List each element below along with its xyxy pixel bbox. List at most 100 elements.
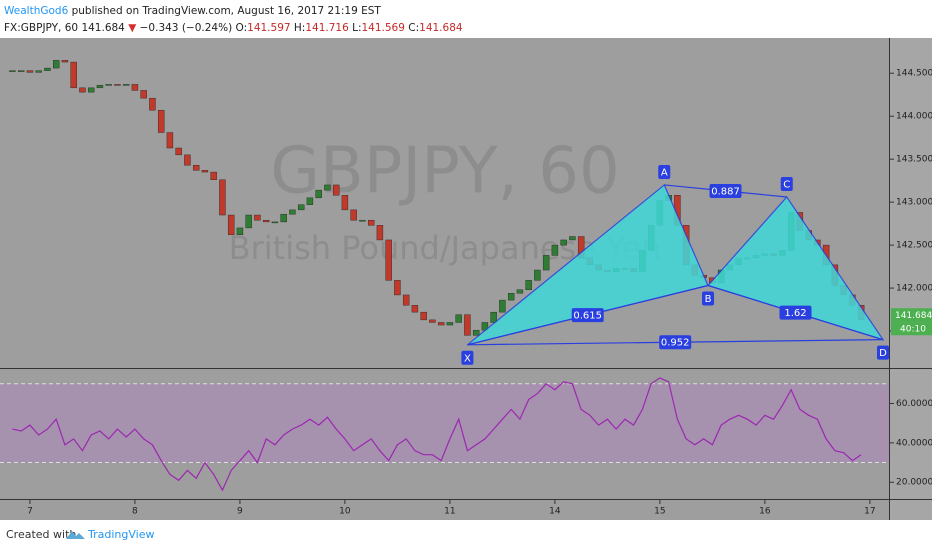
candle: [446, 322, 454, 326]
candle: [306, 197, 314, 205]
candle: [166, 132, 174, 149]
low-label: L:: [352, 22, 361, 34]
candle: [87, 87, 95, 93]
candle: [490, 311, 497, 323]
candle: [175, 147, 182, 156]
symbol: FX:GBPJPY, 60: [4, 22, 78, 34]
y-tick-label: 143.500: [896, 155, 932, 165]
x-tick-label: 7: [27, 507, 33, 517]
y-tick-label: 143.000: [896, 198, 932, 208]
last-price-label: 141.684: [895, 311, 932, 321]
x-tick-label: 10: [339, 507, 351, 517]
x-tick-label: 11: [444, 507, 455, 517]
ratio-box: [571, 308, 604, 323]
candle: [367, 219, 375, 226]
candle: [525, 280, 532, 290]
candle: [402, 294, 410, 306]
candle: [192, 164, 200, 171]
candle: [280, 213, 287, 223]
candle: [411, 305, 419, 313]
candle: [499, 299, 506, 313]
candle: [507, 293, 515, 301]
x-tick-label: 16: [759, 507, 771, 517]
ratio-box: [709, 183, 742, 198]
point-box: [702, 291, 715, 306]
ratio-box: [779, 305, 812, 320]
candle: [140, 90, 147, 99]
candle: [201, 170, 209, 173]
tradingview-logo: [66, 531, 85, 539]
last: 141.684: [81, 22, 125, 34]
candle: [385, 239, 392, 281]
close: 141.684: [419, 22, 463, 34]
candle: [131, 84, 139, 91]
candle: [516, 289, 524, 294]
candle: [245, 214, 252, 229]
footer-brand[interactable]: TradingView: [87, 528, 154, 541]
y-tick-label: 142.500: [896, 241, 932, 251]
rsi-line: [12, 377, 862, 492]
y-tick-label: 20.0000: [896, 478, 932, 488]
candle: [429, 319, 436, 323]
candle: [26, 70, 34, 73]
candle: [341, 195, 349, 211]
countdown-label: 40:10: [900, 325, 926, 335]
candle: [551, 244, 559, 256]
candle: [324, 184, 331, 191]
candle: [227, 214, 235, 235]
rsi-band: [0, 383, 890, 463]
watermark-title: GBPJPY, 60: [270, 135, 619, 209]
footer-created: Created with: [6, 528, 76, 541]
candle: [236, 227, 244, 235]
x-tick-label: 9: [237, 507, 243, 517]
candle: [219, 179, 226, 216]
point-label: X: [464, 353, 471, 364]
open-label: O:: [236, 22, 248, 34]
y-tick-label: 144.500: [896, 69, 932, 79]
candle: [17, 70, 25, 72]
candle: [464, 314, 471, 336]
candle: [149, 97, 156, 111]
candle: [9, 70, 16, 72]
last-price-tag: [891, 308, 932, 323]
x-tick-label: 8: [132, 507, 138, 517]
point-label: D: [879, 348, 887, 359]
point-box: [658, 164, 671, 179]
point-box: [461, 350, 474, 365]
close-label: C:: [408, 22, 419, 34]
arrow: ▼: [128, 22, 137, 34]
candle: [114, 84, 121, 86]
candle: [420, 311, 427, 321]
ratio-label: 1.62: [784, 308, 806, 319]
candle: [472, 329, 480, 336]
point-label: B: [705, 294, 712, 305]
point-box: [877, 345, 890, 360]
author[interactable]: WealthGod6: [4, 5, 69, 17]
candle: [44, 67, 51, 71]
change: −0.343 (−0.24%): [140, 22, 233, 34]
candle: [560, 239, 567, 246]
header-line: WealthGod6 published on TradingView.com,…: [4, 5, 381, 17]
high-label: H:: [294, 22, 305, 34]
x-tick-label: 17: [864, 507, 875, 517]
point-box: [780, 176, 793, 191]
open: 141.597: [247, 22, 290, 34]
candle: [534, 269, 541, 281]
candle: [394, 280, 401, 296]
y-tick-label: 142.000: [896, 284, 932, 294]
price-axis-background: [890, 38, 932, 520]
plot: 141.500142.000142.500143.000143.500144.0…: [0, 60, 932, 517]
countdown-tag: [891, 322, 932, 336]
y-tick-label: 144.000: [896, 112, 932, 122]
x-tick-label: 14: [549, 507, 561, 517]
candle: [105, 84, 112, 86]
point-label: C: [783, 179, 790, 190]
high: 141.716: [305, 22, 349, 34]
ratio-label: 0.952: [661, 338, 690, 349]
published: published on TradingView.com, August 16,…: [72, 5, 382, 17]
ratio-label: 0.887: [711, 186, 740, 197]
y-tick-label: 60.0000: [896, 399, 932, 409]
candle: [437, 322, 445, 326]
footer-background: [0, 520, 932, 550]
